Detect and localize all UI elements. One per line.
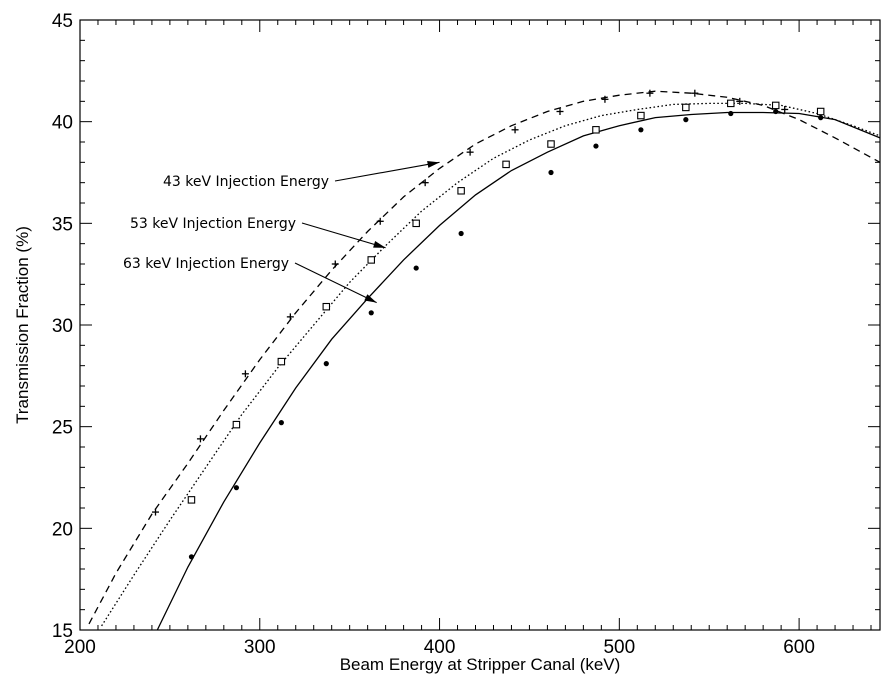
- y-tick-label: 35: [52, 214, 73, 235]
- y-tick-label: 45: [52, 11, 73, 32]
- x-axis-title: Beam Energy at Stripper Canal (keV): [340, 655, 621, 674]
- fit-curves: [88, 90, 881, 631]
- data-point-53: [322, 302, 331, 311]
- fit-curve-43: [88, 90, 881, 625]
- data-point-43: [466, 148, 474, 156]
- data-point-53: [771, 101, 780, 110]
- y-tick-label: 20: [52, 519, 73, 540]
- data-point-43: [331, 260, 339, 268]
- annotation-arrow: [301, 222, 386, 249]
- annotation-43: 43 keV Injection Energy: [163, 160, 440, 190]
- data-point-63: [413, 265, 419, 271]
- x-tick-label: 400: [424, 637, 456, 658]
- plot-frame: [79, 19, 881, 631]
- data-point-63: [323, 361, 329, 367]
- data-point-63: [683, 117, 689, 123]
- annotation-63: 63 keV Injection Energy: [123, 256, 377, 304]
- data-point-43: [286, 313, 294, 321]
- y-tick-label: 15: [52, 621, 73, 642]
- arrow-head: [373, 240, 386, 248]
- data-point-63: [458, 230, 464, 237]
- data-point-43: [196, 435, 204, 443]
- annotation-label: 53 keV Injection Energy: [130, 216, 296, 232]
- data-point-53: [457, 187, 465, 195]
- data-point-63: [188, 554, 195, 560]
- data-point-63: [368, 310, 374, 316]
- data-point-53: [547, 140, 555, 148]
- x-tick-label: 600: [783, 637, 815, 658]
- data-point-53: [412, 219, 420, 228]
- annotation-arrow: [334, 161, 440, 182]
- data-point-43: [152, 508, 160, 516]
- x-tick-label: 500: [603, 637, 635, 658]
- data-point-53: [592, 126, 600, 134]
- data-point-43: [691, 89, 699, 97]
- data-point-53: [232, 420, 241, 429]
- data-point-63: [773, 108, 779, 115]
- data-point-53: [816, 107, 825, 116]
- data-point-63: [593, 143, 599, 149]
- fit-curve-63: [156, 111, 881, 631]
- tick-labels: 200 300 400 500 600 15 20 25 30 35 40 45: [52, 11, 815, 658]
- data-point-63: [278, 420, 284, 426]
- data-point-63: [233, 485, 240, 491]
- data-point-53: [502, 160, 510, 169]
- data-point-43: [646, 89, 654, 97]
- data-point-63: [728, 110, 734, 117]
- axis-ticks: [79, 19, 880, 631]
- data-point-53: [277, 357, 286, 366]
- annotation-arrow: [294, 262, 377, 304]
- annotation-label: 63 keV Injection Energy: [123, 256, 289, 272]
- data-point-43: [556, 108, 564, 115]
- arrow-head: [364, 294, 377, 303]
- data-markers: [152, 89, 825, 560]
- data-point-43: [736, 97, 744, 105]
- data-point-43: [421, 179, 429, 187]
- data-point-63: [548, 169, 554, 176]
- arrow-head: [427, 160, 440, 168]
- x-tick-label: 200: [64, 637, 96, 658]
- data-point-43: [601, 95, 609, 103]
- y-tick-label: 25: [52, 418, 73, 439]
- data-point-53: [367, 256, 375, 264]
- fit-curve-53: [101, 102, 881, 627]
- data-point-43: [376, 217, 384, 225]
- data-point-53: [727, 99, 735, 108]
- data-point-63: [818, 115, 824, 121]
- data-point-53: [682, 103, 690, 112]
- x-tick-label: 300: [244, 637, 276, 658]
- y-axis-title: Transmission Fraction (%): [13, 226, 32, 424]
- annotation-53: 53 keV Injection Energy: [130, 216, 386, 249]
- data-point-43: [511, 126, 519, 134]
- annotation-label: 43 keV Injection Energy: [163, 174, 329, 190]
- y-tick-label: 40: [52, 113, 73, 134]
- data-point-53: [637, 111, 645, 120]
- data-point-43: [781, 105, 789, 113]
- annotations: 43 keV Injection Energy 53 keV Injection …: [123, 160, 440, 304]
- y-tick-label: 30: [52, 316, 73, 337]
- data-point-53: [187, 496, 196, 504]
- data-point-63: [638, 127, 644, 133]
- data-point-43: [241, 370, 249, 378]
